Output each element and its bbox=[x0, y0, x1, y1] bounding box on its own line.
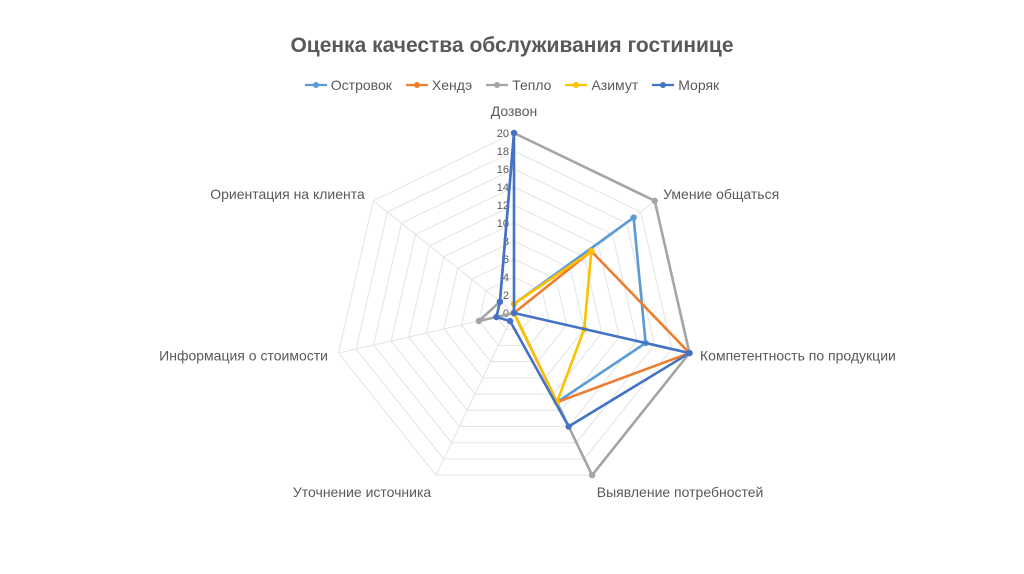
series-point-3 bbox=[588, 471, 596, 479]
grid-ring bbox=[425, 222, 603, 395]
series-line-2 bbox=[512, 249, 691, 404]
grid-ring bbox=[460, 258, 568, 363]
grid-spoke bbox=[372, 200, 515, 314]
grid-spoke bbox=[435, 312, 515, 476]
tick-label: 18 bbox=[497, 146, 509, 158]
tick-label: 14 bbox=[497, 182, 509, 194]
series-point-5 bbox=[506, 317, 514, 325]
legend-label-series-2: Хендэ bbox=[431, 77, 473, 93]
series-point-5 bbox=[510, 129, 518, 137]
grid-ring bbox=[373, 168, 655, 444]
series-point-5 bbox=[686, 349, 693, 357]
grid-ring bbox=[355, 150, 673, 460]
tick-label: 4 bbox=[503, 272, 509, 284]
legend-marker-series-3 bbox=[486, 82, 509, 88]
legend-item-series-1: Островок bbox=[304, 77, 392, 93]
legend-item-series-3: Тепло bbox=[486, 77, 551, 93]
category-label: Ориентация на клиента bbox=[210, 186, 365, 202]
tick-label: 2 bbox=[503, 290, 509, 302]
grid-ring bbox=[390, 186, 638, 428]
tick-label: 12 bbox=[497, 200, 509, 212]
legend-label-series-4: Азимут bbox=[591, 77, 639, 93]
legend: Островок Хендэ Тепло Азимут bbox=[0, 77, 1024, 93]
tick-label: 20 bbox=[497, 128, 509, 140]
category-label: Компетентность по продукции bbox=[700, 347, 896, 363]
legend-marker-series-5 bbox=[652, 82, 675, 88]
legend-item-series-5: Моряк bbox=[652, 77, 719, 93]
series-point-5 bbox=[510, 309, 518, 317]
legend-marker-series-2 bbox=[405, 82, 428, 88]
series-point-5 bbox=[493, 313, 500, 321]
legend-marker-series-4 bbox=[565, 82, 588, 88]
category-label: Информация о стоимости bbox=[159, 347, 328, 363]
series-point-4 bbox=[588, 248, 595, 255]
legend-marker-series-1 bbox=[304, 82, 327, 88]
tick-label: 6 bbox=[503, 254, 509, 266]
category-label: Умение общаться bbox=[663, 186, 779, 202]
series-point-5 bbox=[565, 423, 572, 430]
series-point-1 bbox=[630, 214, 637, 221]
series-point-5 bbox=[496, 298, 504, 305]
grid-ring bbox=[443, 240, 585, 379]
tick-label: 16 bbox=[497, 164, 509, 176]
legend-label-series-3: Тепло bbox=[512, 77, 552, 93]
category-label: Уточнение источника bbox=[293, 484, 431, 500]
series-line-5 bbox=[495, 131, 691, 428]
category-label: Выявление потребностей bbox=[597, 484, 764, 500]
legend-label-series-1: Островок bbox=[330, 77, 392, 93]
series-point-3 bbox=[475, 317, 483, 325]
chart-title: Оценка качества обслуживания гостинице bbox=[290, 34, 734, 57]
category-label: Дозвон bbox=[491, 103, 537, 119]
legend-item-series-2: Хендэ bbox=[405, 77, 473, 93]
series-point-3 bbox=[651, 197, 658, 204]
grid-ring bbox=[478, 276, 550, 346]
legend-item-series-4: Азимут bbox=[565, 77, 638, 93]
legend-label-series-5: Моряк bbox=[678, 77, 720, 93]
